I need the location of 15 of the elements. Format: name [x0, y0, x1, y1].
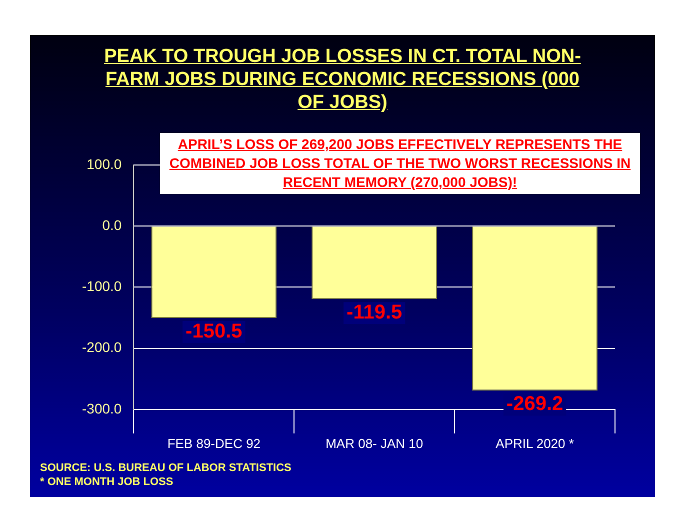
y-tick-label: -100.0 [82, 278, 122, 294]
source-note: SOURCE: U.S. BUREAU OF LABOR STATISTICS [40, 462, 292, 474]
y-tick-label: 100.0 [86, 156, 122, 172]
data-label: -269.2 [506, 393, 564, 416]
y-tick-label: -200.0 [82, 339, 122, 356]
x-tick-label: APRIL 2020 * [496, 436, 574, 451]
chart-title: PEAK TO TROUGH JOB LOSSES IN CT. TOTAL NON-FARM JOBS DURING ECONOMIC RECESSIONS (000 OF JOBS) [103, 45, 582, 114]
y-tick-label: -300.0 [82, 400, 122, 416]
data-label: -119.5 [346, 302, 402, 324]
x-tick-label: MAR 08- JAN 10 [326, 436, 424, 451]
data-label: -150.5 [186, 320, 242, 343]
x-tick-label: FEB 89-DEC 92 [167, 436, 261, 451]
annotation: APRIL’S LOSS OF 269,200 JOBS EFFECTIVELY REPRESENTS THE COMBINED JOB LOSS TOTAL OF THE TWO WORST RECESSIONS IN RECENT MEMORY (270,000 JOBS)! [160, 133, 640, 194]
y-tick-label: 0.0 [102, 216, 122, 233]
text: * ONE MONTH JOB LOSS [40, 476, 174, 488]
